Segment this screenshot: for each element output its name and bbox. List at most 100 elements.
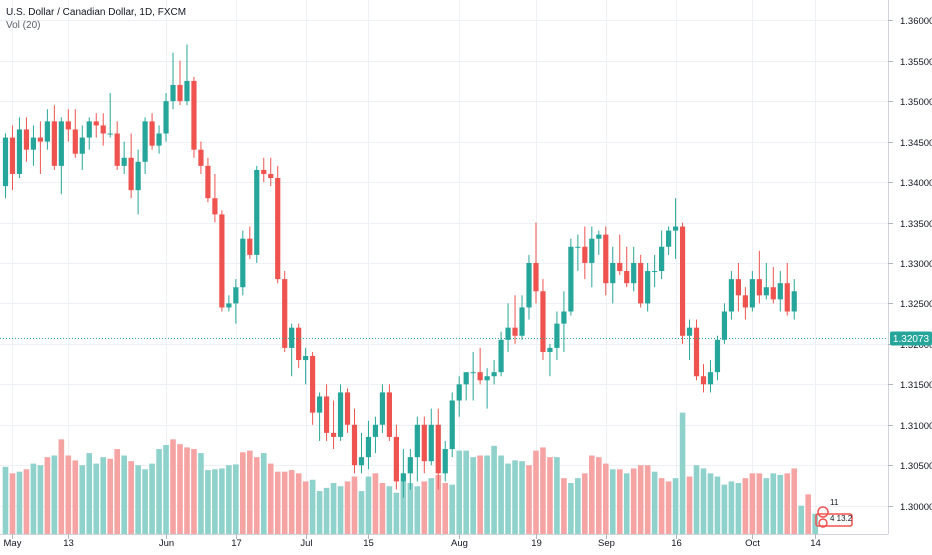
candle[interactable] (386, 384, 392, 441)
candle[interactable] (533, 222, 539, 304)
candle[interactable] (547, 343, 553, 377)
candle[interactable] (163, 93, 169, 142)
candle[interactable] (379, 384, 386, 433)
candle[interactable] (114, 121, 120, 170)
candle[interactable] (100, 113, 106, 146)
candle[interactable] (763, 262, 769, 300)
candle[interactable] (428, 408, 434, 466)
candle[interactable] (212, 173, 218, 223)
candle[interactable] (666, 226, 672, 255)
candle[interactable] (456, 376, 462, 417)
candle[interactable] (58, 117, 64, 195)
candle[interactable] (679, 222, 686, 344)
candle[interactable] (261, 157, 267, 183)
volume-marker-icon-2[interactable] (818, 518, 828, 528)
candle[interactable] (672, 198, 679, 259)
candle[interactable] (323, 384, 330, 441)
candle[interactable] (505, 303, 511, 352)
volume-legend[interactable]: Vol (20) (6, 20, 41, 31)
candle[interactable] (337, 384, 344, 441)
candle[interactable] (756, 250, 762, 304)
candle[interactable] (589, 226, 595, 288)
candle[interactable] (631, 246, 637, 292)
candle[interactable] (107, 93, 113, 138)
candle[interactable] (65, 109, 71, 142)
candle[interactable] (414, 416, 420, 482)
candle[interactable] (519, 295, 525, 340)
candle[interactable] (156, 125, 162, 154)
candle[interactable] (742, 287, 748, 320)
candle[interactable] (638, 254, 644, 308)
candle[interactable] (205, 157, 211, 203)
candle[interactable] (310, 351, 316, 425)
candle[interactable] (484, 368, 490, 409)
candle[interactable] (728, 271, 735, 320)
candle[interactable] (421, 416, 427, 474)
candle[interactable] (37, 121, 43, 174)
candle[interactable] (344, 388, 351, 433)
candle[interactable] (351, 408, 358, 474)
candle[interactable] (784, 262, 790, 316)
candle[interactable] (575, 234, 581, 272)
candle[interactable] (400, 449, 406, 498)
candle[interactable] (226, 295, 232, 312)
candle[interactable] (149, 113, 155, 150)
candle[interactable] (303, 347, 309, 385)
candle[interactable] (2, 133, 9, 199)
candle[interactable] (240, 230, 246, 296)
volume-marker-icon[interactable] (817, 506, 829, 518)
candle[interactable] (526, 254, 532, 320)
candle[interactable] (128, 133, 134, 199)
candle[interactable] (16, 117, 23, 178)
candle[interactable] (721, 303, 728, 344)
candle[interactable] (135, 149, 141, 215)
candle[interactable] (749, 271, 755, 312)
candle[interactable] (282, 271, 288, 352)
candle[interactable] (442, 440, 448, 482)
volume-indicator[interactable]: 11 4 13.2 (815, 498, 853, 528)
candle[interactable] (365, 420, 372, 470)
candle[interactable] (554, 311, 560, 361)
candle[interactable] (9, 125, 16, 191)
candle[interactable] (184, 44, 190, 106)
candle[interactable] (51, 105, 57, 170)
candle[interactable] (693, 319, 700, 381)
candle[interactable] (540, 279, 546, 361)
candle[interactable] (735, 262, 741, 312)
candle[interactable] (86, 117, 92, 150)
candle[interactable] (219, 210, 225, 312)
candle[interactable] (177, 60, 183, 106)
candle[interactable] (568, 238, 574, 316)
symbol-title[interactable]: U.S. Dollar / Canadian Dollar, 1D, FXCM (6, 7, 187, 18)
candle[interactable] (170, 52, 176, 110)
candle[interactable] (512, 295, 518, 344)
candle[interactable] (191, 76, 197, 158)
candle[interactable] (23, 117, 30, 162)
time-axis[interactable]: May 13 Jun 17 Jul 15 Aug 19 Sep 16 Oct 14 (4, 534, 821, 549)
candle[interactable] (121, 141, 127, 174)
candle[interactable] (617, 234, 623, 276)
candle[interactable] (275, 165, 281, 284)
candle[interactable] (93, 113, 99, 138)
candle[interactable] (770, 267, 776, 304)
candle[interactable] (582, 226, 588, 280)
candle[interactable] (44, 109, 50, 150)
candle[interactable] (142, 117, 148, 174)
candle[interactable] (791, 279, 797, 320)
candle[interactable] (449, 392, 455, 458)
candle[interactable] (596, 230, 602, 255)
candle[interactable] (561, 291, 567, 352)
candle[interactable] (610, 246, 616, 304)
candle[interactable] (268, 157, 274, 187)
candle[interactable] (317, 392, 323, 441)
candle[interactable] (72, 109, 78, 158)
candle[interactable] (498, 331, 504, 377)
candle[interactable] (435, 408, 441, 490)
candle[interactable] (624, 246, 630, 288)
candle[interactable] (254, 165, 260, 263)
candle[interactable] (358, 432, 365, 474)
candle[interactable] (659, 230, 665, 280)
candle[interactable] (79, 125, 85, 170)
